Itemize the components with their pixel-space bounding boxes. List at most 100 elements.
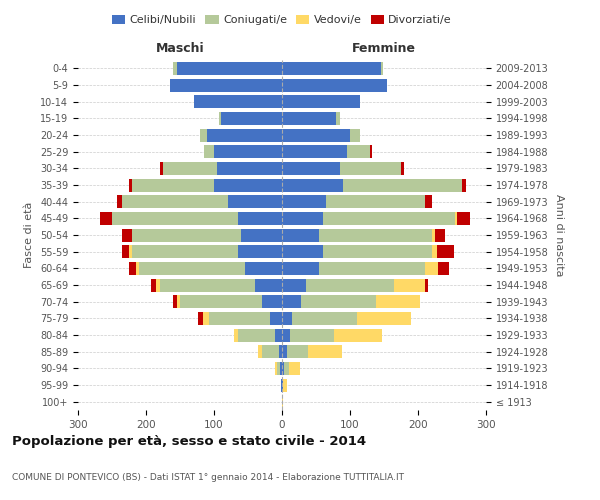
Bar — [238, 212, 282, 225]
Bar — [112, 212, 238, 225]
Bar — [238, 245, 282, 258]
Bar — [292, 312, 357, 325]
Bar — [258, 345, 262, 358]
Bar — [255, 278, 282, 291]
Bar — [277, 362, 280, 375]
Bar — [282, 245, 323, 258]
Bar — [160, 162, 163, 175]
Bar — [129, 178, 133, 192]
Bar — [122, 245, 129, 258]
Bar — [219, 112, 221, 125]
Bar — [262, 295, 282, 308]
Bar — [214, 145, 282, 158]
Bar — [235, 328, 238, 342]
Bar — [350, 128, 360, 141]
Y-axis label: Anni di nascita: Anni di nascita — [554, 194, 564, 276]
Bar — [282, 145, 347, 158]
Bar — [227, 195, 282, 208]
Bar — [301, 295, 376, 308]
Bar — [282, 362, 284, 375]
Bar — [282, 62, 380, 75]
Bar — [133, 178, 214, 192]
Bar — [343, 178, 462, 192]
Bar — [173, 62, 176, 75]
Y-axis label: Fasce di età: Fasce di età — [25, 202, 34, 268]
Bar — [275, 328, 282, 342]
Bar — [173, 295, 176, 308]
Bar — [197, 312, 203, 325]
Bar — [238, 328, 275, 342]
Bar — [282, 262, 319, 275]
Bar — [241, 228, 282, 241]
Bar — [282, 178, 343, 192]
Bar — [122, 195, 227, 208]
Bar — [308, 345, 342, 358]
Text: Femmine: Femmine — [352, 42, 416, 55]
Bar — [217, 162, 282, 175]
Legend: Celibi/Nubili, Coniugati/e, Vedovi/e, Divorziati/e: Celibi/Nubili, Coniugati/e, Vedovi/e, Di… — [107, 10, 457, 30]
Bar — [457, 212, 470, 225]
Bar — [280, 362, 282, 375]
Bar — [282, 95, 360, 108]
Bar — [319, 228, 431, 241]
Bar — [282, 112, 337, 125]
Bar — [376, 295, 420, 308]
Bar — [180, 295, 262, 308]
Bar — [245, 262, 282, 275]
Bar — [176, 62, 282, 75]
Bar — [431, 228, 435, 241]
Bar — [340, 162, 401, 175]
Bar — [281, 378, 282, 392]
Bar — [170, 78, 282, 92]
Bar — [278, 345, 282, 358]
Bar — [455, 212, 457, 225]
Bar — [319, 262, 425, 275]
Bar — [431, 245, 437, 258]
Bar — [282, 212, 323, 225]
Bar — [139, 262, 245, 275]
Bar — [275, 362, 277, 375]
Bar — [282, 328, 290, 342]
Bar — [357, 312, 411, 325]
Bar — [221, 112, 282, 125]
Bar — [306, 278, 394, 291]
Bar — [282, 228, 319, 241]
Bar — [209, 312, 270, 325]
Bar — [203, 312, 209, 325]
Text: Popolazione per età, sesso e stato civile - 2014: Popolazione per età, sesso e stato civil… — [12, 435, 366, 448]
Bar — [122, 228, 133, 241]
Bar — [214, 178, 282, 192]
Bar — [129, 262, 136, 275]
Bar — [100, 212, 112, 225]
Bar — [437, 245, 454, 258]
Text: Maschi: Maschi — [155, 42, 205, 55]
Bar — [136, 262, 139, 275]
Bar — [207, 128, 282, 141]
Bar — [425, 278, 428, 291]
Bar — [151, 278, 156, 291]
Bar — [282, 278, 306, 291]
Bar — [156, 278, 160, 291]
Bar — [282, 195, 326, 208]
Bar — [425, 262, 439, 275]
Bar — [462, 178, 466, 192]
Bar — [370, 145, 372, 158]
Bar — [282, 378, 283, 392]
Bar — [323, 212, 455, 225]
Bar — [323, 245, 431, 258]
Text: COMUNE DI PONTEVICO (BS) - Dati ISTAT 1° gennaio 2014 - Elaborazione TUTTITALIA.: COMUNE DI PONTEVICO (BS) - Dati ISTAT 1°… — [12, 473, 404, 482]
Bar — [326, 195, 425, 208]
Bar — [133, 228, 241, 241]
Bar — [394, 278, 425, 291]
Bar — [282, 78, 388, 92]
Bar — [334, 328, 382, 342]
Bar — [282, 295, 301, 308]
Bar — [117, 195, 122, 208]
Bar — [282, 162, 340, 175]
Bar — [270, 312, 282, 325]
Bar — [439, 262, 449, 275]
Bar — [282, 345, 287, 358]
Bar — [160, 278, 255, 291]
Bar — [401, 162, 404, 175]
Bar — [176, 295, 180, 308]
